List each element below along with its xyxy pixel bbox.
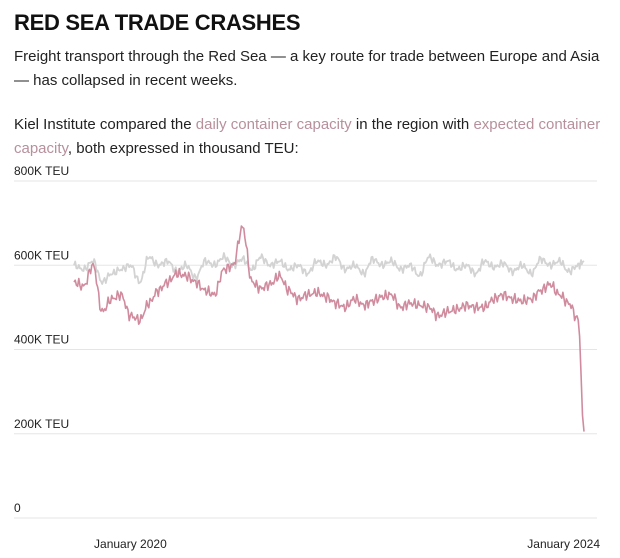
description-prefix: Kiel Institute compared the (14, 116, 196, 133)
chart-subtitle: Freight transport through the Red Sea — … (14, 48, 600, 89)
x-tick-label: January 2020 (94, 537, 167, 551)
description-suffix: , both expressed in thousand TEU: (67, 140, 299, 157)
series-layer (73, 225, 585, 432)
series-line-daily (73, 225, 585, 432)
daily-capacity-link[interactable]: daily container capacity (195, 116, 352, 133)
chart-title: RED SEA TRADE CRASHES (14, 10, 301, 35)
chart-description: Kiel Institute compared the daily contai… (14, 113, 609, 161)
x-tick-labels: January 2020 January 2024 (94, 537, 600, 551)
y-tick-label: 600K TEU (14, 248, 69, 262)
y-tick-label: 800K TEU (14, 164, 69, 178)
description-middle: in the region with (351, 116, 474, 133)
line-chart: 0 200K TEU 400K TEU 600K TEU 800K TEU Januar… (14, 164, 600, 551)
y-tick-labels: 0 200K TEU 400K TEU 600K TEU 800K TEU (14, 164, 69, 515)
y-tick-label: 400K TEU (14, 333, 69, 347)
y-tick-label: 0 (14, 501, 21, 515)
series-line-expected (73, 252, 585, 285)
y-tick-label: 200K TEU (14, 417, 69, 431)
x-tick-label: January 2024 (527, 537, 600, 551)
grid-layer (14, 180, 597, 519)
expected-capacity-link[interactable]: expected container capacity (14, 116, 601, 157)
